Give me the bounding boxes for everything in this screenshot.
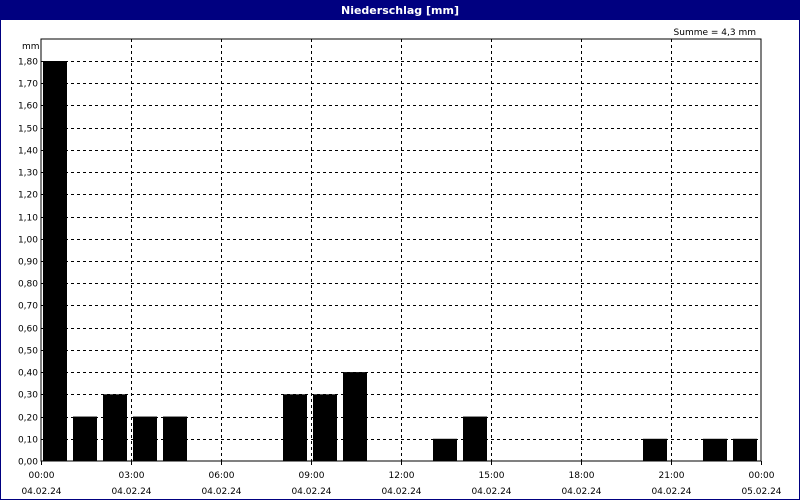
x-tick-date: 04.02.24 — [651, 487, 691, 497]
bar-0200 — [103, 394, 127, 461]
bar-0900 — [313, 394, 337, 461]
y-tick-label: 0,40 — [18, 369, 38, 379]
x-tick-date: 05.02.24 — [741, 487, 781, 497]
y-tick-label: 1,30 — [18, 169, 38, 179]
bar-1400 — [463, 416, 487, 461]
sum-annotation: Summe = 4,3 mm — [674, 28, 756, 38]
x-tick-date: 04.02.24 — [471, 487, 511, 497]
y-axis-label: mm — [22, 42, 40, 52]
bar-2300 — [733, 438, 757, 461]
x-tick-date: 04.02.24 — [291, 487, 331, 497]
y-tick-label: 0,10 — [18, 436, 38, 446]
y-tick-label: 1,60 — [18, 102, 38, 112]
y-tick-label: 0,50 — [18, 347, 38, 357]
x-tick-date: 04.02.24 — [561, 487, 601, 497]
x-tick-time: 15:00 — [479, 471, 505, 481]
bar-2200 — [703, 438, 727, 461]
bar-0300 — [133, 416, 157, 461]
y-tick-label: 0,80 — [18, 280, 38, 290]
y-tick-label: 0,70 — [18, 302, 38, 312]
y-tick-label: 1,80 — [18, 58, 38, 68]
x-tick-time: 00:00 — [749, 471, 775, 481]
chart-title: Niederschlag [mm] — [1, 1, 799, 20]
x-tick-time: 06:00 — [209, 471, 235, 481]
y-tick-label: 0,30 — [18, 391, 38, 401]
y-tick-label: 1,50 — [18, 125, 38, 135]
x-tick-time: 09:00 — [299, 471, 325, 481]
bar-2000 — [643, 438, 667, 461]
grid — [41, 39, 761, 461]
x-tick-time: 00:00 — [29, 471, 55, 481]
x-tick-time: 12:00 — [389, 471, 415, 481]
x-tick-date: 04.02.24 — [111, 487, 151, 497]
y-tick-label: 0,90 — [18, 258, 38, 268]
y-tick-label: 0,60 — [18, 325, 38, 335]
y-tick-label: 0,20 — [18, 414, 38, 424]
bar-1000 — [343, 372, 367, 461]
x-tick-time: 03:00 — [119, 471, 145, 481]
x-tick-labels: 00:00 04.02.24 03:00 04.02.24 06:00 04.02.24 0… — [21, 461, 782, 497]
x-tick-date: 04.02.24 — [381, 487, 421, 497]
y-tick-label: 1,00 — [18, 236, 38, 246]
y-tick-labels: 0,00 0,10 0,20 0,30 0,40 0,50 0,60 0,70 0,80 0,90… — [18, 58, 38, 468]
y-tick-label: 1,40 — [18, 147, 38, 157]
bars — [43, 61, 757, 461]
bar-0800 — [283, 394, 307, 461]
y-tick-label: 1,10 — [18, 214, 38, 224]
bar-1300 — [433, 438, 457, 461]
y-tick-label: 1,20 — [18, 191, 38, 201]
y-tick-label: 0,00 — [18, 458, 38, 468]
bar-0400 — [163, 416, 187, 461]
x-tick-date: 04.02.24 — [21, 487, 61, 497]
bar-0100 — [73, 416, 97, 461]
x-tick-date: 04.02.24 — [201, 487, 241, 497]
x-tick-time: 18:00 — [569, 471, 595, 481]
x-tick-time: 21:00 — [659, 471, 685, 481]
bar-0000 — [43, 61, 67, 461]
y-tick-label: 1,70 — [18, 80, 38, 90]
